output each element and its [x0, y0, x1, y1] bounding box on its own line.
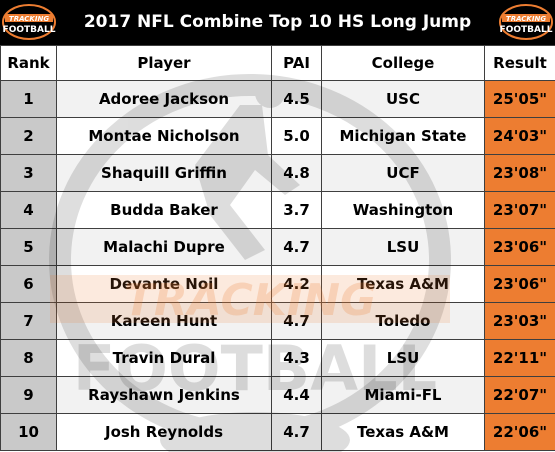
pai-cell: 4.3 [271, 339, 322, 377]
result-cell: 22'11" [484, 339, 555, 377]
logo-text-bottom: FOOTBALL [3, 25, 56, 35]
college-cell: Washington [321, 191, 485, 229]
table-row: 1 Adoree Jackson 4.5 USC 25'05" [0, 80, 555, 118]
page-title: 2017 NFL Combine Top 10 HS Long Jump [83, 12, 472, 32]
tracking-football-logo: TRACKING FOOTBALL [499, 4, 553, 40]
table-row: 10 Josh Reynolds 4.7 Texas A&M 22'06" [0, 413, 555, 451]
pai-cell: 4.8 [271, 154, 322, 192]
title-bar: TRACKING FOOTBALL 2017 NFL Combine Top 1… [0, 0, 555, 45]
logo-text-bottom: FOOTBALL [500, 25, 553, 35]
result-cell: 23'06" [484, 228, 555, 266]
college-cell: Texas A&M [321, 265, 485, 303]
logo-text-top: TRACKING [506, 15, 546, 23]
table-row: 8 Travin Dural 4.3 LSU 22'11" [0, 339, 555, 377]
college-cell: Texas A&M [321, 413, 485, 451]
pai-cell: 4.7 [271, 302, 322, 340]
pai-cell: 4.7 [271, 228, 322, 266]
player-cell: Rayshawn Jenkins [56, 376, 272, 414]
table-row: 5 Malachi Dupre 4.7 LSU 23'06" [0, 228, 555, 266]
rank-cell: 1 [0, 80, 57, 118]
rank-cell: 10 [0, 413, 57, 451]
table-row: 4 Budda Baker 3.7 Washington 23'07" [0, 191, 555, 229]
player-cell: Josh Reynolds [56, 413, 272, 451]
result-cell: 23'07" [484, 191, 555, 229]
column-header-rank: Rank [0, 45, 57, 81]
player-cell: Malachi Dupre [56, 228, 272, 266]
rank-cell: 8 [0, 339, 57, 377]
column-header-college: College [321, 45, 485, 81]
college-cell: UCF [321, 154, 485, 192]
result-cell: 22'06" [484, 413, 555, 451]
pai-cell: 5.0 [271, 117, 322, 155]
player-cell: Kareen Hunt [56, 302, 272, 340]
rank-cell: 3 [0, 154, 57, 192]
player-cell: Adoree Jackson [56, 80, 272, 118]
player-cell: Montae Nicholson [56, 117, 272, 155]
college-cell: USC [321, 80, 485, 118]
column-header-pai: PAI [271, 45, 322, 81]
player-cell: Shaquill Griffin [56, 154, 272, 192]
column-header-result: Result [484, 45, 555, 81]
player-cell: Budda Baker [56, 191, 272, 229]
college-cell: Miami-FL [321, 376, 485, 414]
table-row: 3 Shaquill Griffin 4.8 UCF 23'08" [0, 154, 555, 192]
table-row: 7 Kareen Hunt 4.7 Toledo 23'03" [0, 302, 555, 340]
rank-cell: 7 [0, 302, 57, 340]
result-cell: 24'03" [484, 117, 555, 155]
result-cell: 22'07" [484, 376, 555, 414]
table-row: 6 Devante Noil 4.2 Texas A&M 23'06" [0, 265, 555, 303]
player-cell: Devante Noil [56, 265, 272, 303]
player-cell: Travin Dural [56, 339, 272, 377]
pai-cell: 4.7 [271, 413, 322, 451]
tracking-football-logo: TRACKING FOOTBALL [2, 4, 56, 40]
column-header-player: Player [56, 45, 272, 81]
table-row: 2 Montae Nicholson 5.0 Michigan State 24… [0, 117, 555, 155]
college-cell: Toledo [321, 302, 485, 340]
table-row: 9 Rayshawn Jenkins 4.4 Miami-FL 22'07" [0, 376, 555, 414]
pai-cell: 3.7 [271, 191, 322, 229]
result-cell: 23'06" [484, 265, 555, 303]
college-cell: Michigan State [321, 117, 485, 155]
rank-cell: 2 [0, 117, 57, 155]
result-cell: 25'05" [484, 80, 555, 118]
rank-cell: 5 [0, 228, 57, 266]
pai-cell: 4.5 [271, 80, 322, 118]
table-header-row: Rank Player PAI College Result [0, 45, 555, 81]
long-jump-table: Rank Player PAI College Result 1 Adoree … [0, 45, 555, 451]
rank-cell: 4 [0, 191, 57, 229]
pai-cell: 4.4 [271, 376, 322, 414]
rank-cell: 6 [0, 265, 57, 303]
college-cell: LSU [321, 228, 485, 266]
pai-cell: 4.2 [271, 265, 322, 303]
result-cell: 23'03" [484, 302, 555, 340]
rank-cell: 9 [0, 376, 57, 414]
result-cell: 23'08" [484, 154, 555, 192]
logo-text-top: TRACKING [9, 15, 49, 23]
college-cell: LSU [321, 339, 485, 377]
